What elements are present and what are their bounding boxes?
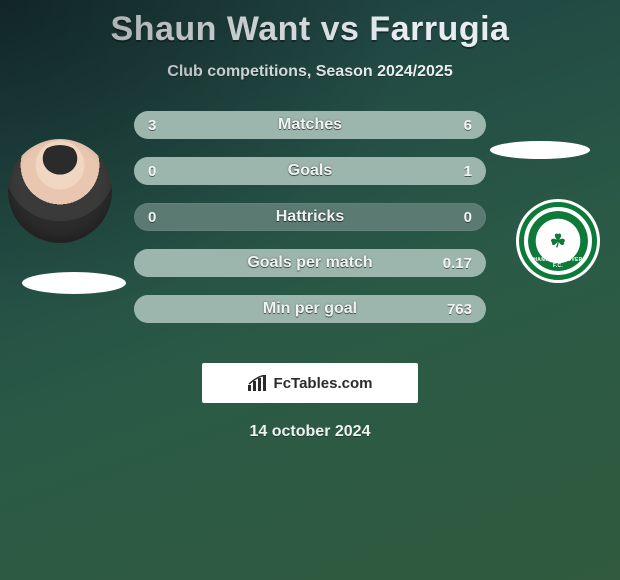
stat-row: 0.17Goals per match [134, 249, 486, 277]
stat-bars: 36Matches 01Goals 00Hattricks 0.17Goals per… [134, 111, 486, 341]
stat-label: Min per goal [134, 295, 486, 323]
attribution-text: FcTables.com [274, 375, 373, 392]
stat-label: Goals [134, 157, 486, 185]
page-subtitle: Club competitions, Season 2024/2025 [0, 63, 620, 81]
stat-row: 763Min per goal [134, 295, 486, 323]
stat-row: 36Matches [134, 111, 486, 139]
stat-label: Hattricks [134, 203, 486, 231]
player-right-flag [490, 141, 590, 159]
comparison-panel: ☘ SHAMROCK ROVERS F.C. 36Matches 01Goals 0… [0, 109, 620, 339]
stat-row: 01Goals [134, 157, 486, 185]
stat-label: Matches [134, 111, 486, 139]
stat-row: 00Hattricks [134, 203, 486, 231]
player-left-flag [22, 272, 126, 294]
player-right-crest: ☘ SHAMROCK ROVERS F.C. [516, 199, 600, 283]
shamrock-icon: ☘ [536, 219, 580, 263]
stat-label: Goals per match [134, 249, 486, 277]
player-left-avatar [8, 139, 112, 243]
chart-icon [248, 375, 268, 391]
attribution-badge: FcTables.com [202, 363, 418, 403]
date-text: 14 october 2024 [0, 423, 620, 441]
page-title: Shaun Want vs Farrugia [0, 0, 620, 49]
